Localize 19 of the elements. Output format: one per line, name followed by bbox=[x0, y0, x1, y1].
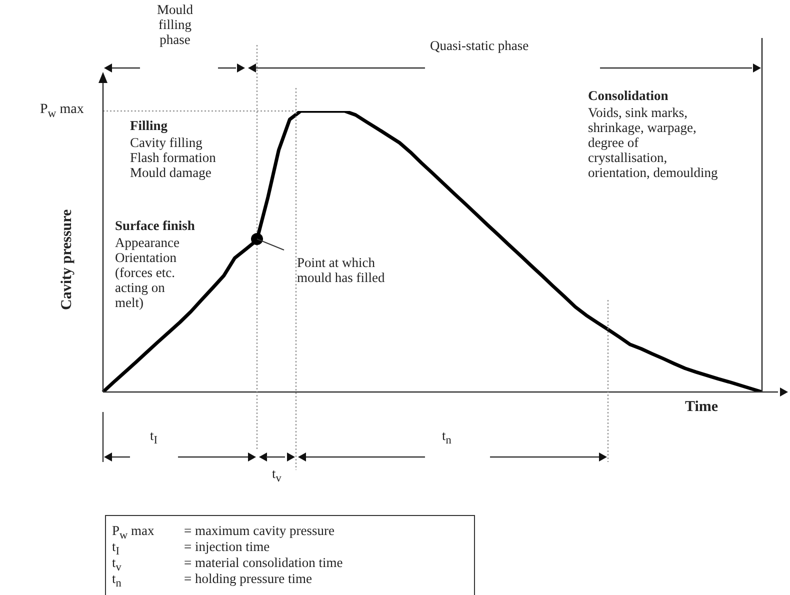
text: Mould filling phase bbox=[156, 2, 194, 47]
text: = maximum cavity pressure bbox=[184, 523, 334, 538]
annotation: Appearance Orientation (forces etc. acting on melt) bbox=[115, 235, 180, 310]
y-axis-title: Cavity pressure bbox=[59, 209, 75, 310]
text: Consolidation bbox=[588, 88, 668, 103]
annotation: Surface finish bbox=[115, 218, 195, 233]
x-axis-title: Time bbox=[685, 399, 718, 415]
text: t$_{v}$ bbox=[272, 466, 282, 487]
annotation: Point at which mould has filled bbox=[297, 255, 386, 285]
text: = injection time bbox=[184, 539, 270, 554]
annotation: Cavity filling Flash formation Mould damage bbox=[130, 135, 217, 180]
text: t$_{I}$ bbox=[150, 428, 158, 449]
text: = holding pressure time bbox=[184, 571, 312, 586]
ref-line-label: P$_{w}$ max bbox=[40, 102, 84, 121]
annotation: Filling bbox=[130, 118, 168, 133]
annotation: Voids, sink marks, shrinkage, warpage, degree of crystallisation, orientation, demoulding bbox=[588, 105, 719, 180]
text: t$_{n}$ bbox=[442, 428, 452, 449]
text: = material consolidation time bbox=[184, 555, 343, 570]
text: Quasi-static phase bbox=[430, 38, 529, 53]
